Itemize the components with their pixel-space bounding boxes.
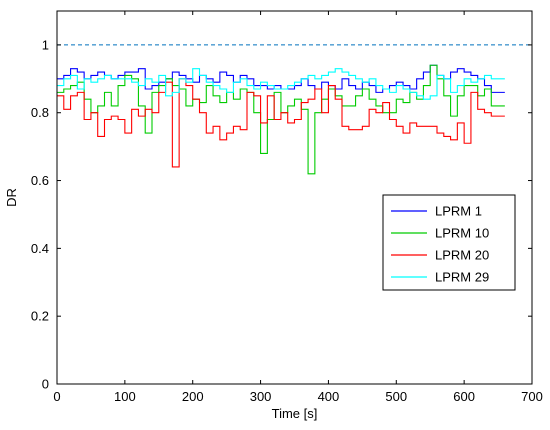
y-tick-label: 0.6 [31,173,49,188]
x-tick-label: 200 [182,389,204,404]
axis-ticks: 0 100 200 300 400 500 600 700 0 0.2 0.4 0.6 0.8 1 [31,11,543,404]
legend-label: LPRM 1 [435,204,482,219]
x-tick-label: 0 [53,389,60,404]
legend-label: LPRM 20 [435,248,489,263]
legend-label: LPRM 29 [435,270,489,285]
series-group [57,44,532,175]
series-line-lprm-29 [57,68,505,100]
x-tick-label: 100 [114,389,136,404]
axes-frame [56,10,533,385]
x-axis-label: Time [s] [272,406,318,421]
y-tick-label: 1 [42,37,49,52]
x-tick-label: 600 [453,389,475,404]
series-line-lprm-20 [57,78,505,168]
x-tick-label: 400 [318,389,340,404]
x-tick-label: 500 [385,389,407,404]
y-tick-label: 0.4 [31,241,49,256]
y-tick-label: 0.8 [31,105,49,120]
y-tick-label: 0 [42,377,49,392]
series-line-lprm-1 [57,64,505,93]
legend: LPRM 1 LPRM 10 LPRM 20 LPRM 29 [382,194,516,291]
x-tick-label: 700 [521,389,543,404]
x-tick-label: 300 [250,389,272,404]
plot-area [57,44,532,175]
y-tick-label: 0.2 [31,309,49,324]
y-axis-label: DR [4,188,19,207]
legend-label: LPRM 10 [435,226,489,241]
